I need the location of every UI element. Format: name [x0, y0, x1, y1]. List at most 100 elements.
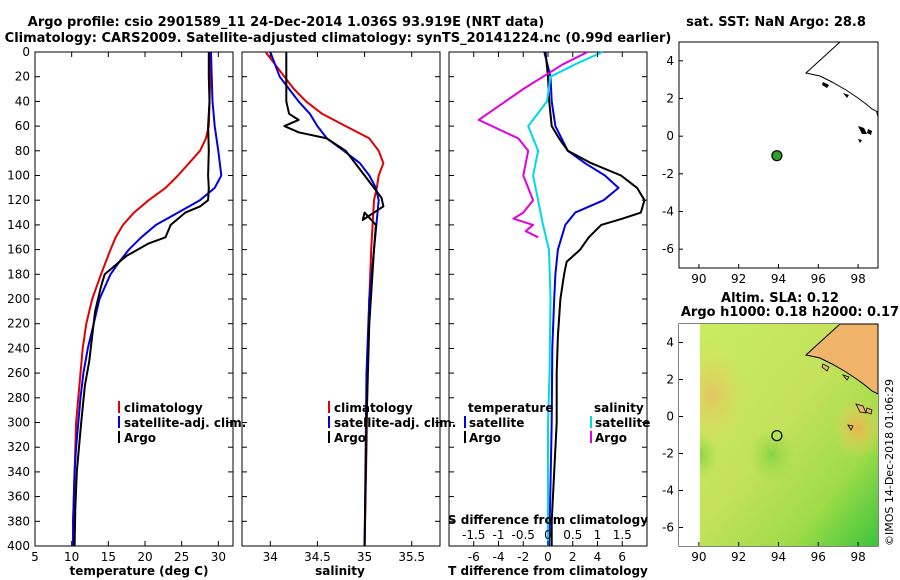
xtick-label: 6 — [618, 550, 626, 564]
xtick-label: 35 — [357, 550, 372, 564]
difference-legend: temperature satellite Argo salinity sate… — [464, 401, 650, 445]
temperature-series-group — [72, 51, 223, 547]
series-line-t-argo — [544, 51, 646, 546]
sst-map-panel: sat. SST: NaN Argo: 28.8 90 92 94 96 98 4 2 0 -2… — [662, 15, 879, 286]
legend-label-s-satellite: satellite — [595, 416, 650, 430]
depth-tick-label: 140 — [7, 218, 30, 232]
imos-watermark: ©IMOS 14-Dec-2018 01:06:29 — [883, 379, 896, 546]
salinity-legend: climatology satellite-adj. clim. Argo — [328, 401, 456, 445]
s-difference-label: S difference from climatology — [448, 513, 648, 527]
map-xtick-label: 98 — [850, 272, 865, 286]
depth-tick-label: 360 — [7, 490, 30, 504]
s-tick-label: 0.5 — [563, 528, 582, 542]
legend-label-climatology: climatology — [124, 401, 203, 415]
depth-tick-label: 200 — [7, 292, 30, 306]
difference-series-group — [477, 51, 646, 547]
depth-tick-label: 320 — [7, 440, 30, 454]
xtick-label: 10 — [64, 550, 79, 564]
xtick-label: -4 — [493, 550, 505, 564]
s-difference-ticklabels: -1.5 -1 -0.5 0 0.5 1 1.5 — [462, 528, 632, 542]
xtick-label: 2 — [569, 550, 577, 564]
map-ytick-label: 4 — [666, 54, 674, 68]
map-ytick-label: 2 — [666, 373, 674, 387]
temperature-panel: 5 10 15 20 25 30 0 20 40 60 80 100 120 140 160 180 200 2… — [7, 45, 246, 578]
series-line-satellite-adj-clim- — [72, 51, 223, 546]
salinity-ticks: 34 34.5 35 35.5 — [242, 51, 440, 564]
depth-ticks: 0 20 40 60 80 100 120 140 160 180 200 220 240 260 280 3… — [7, 45, 30, 553]
series-line-argo — [73, 52, 211, 547]
s-tick-label: 1.5 — [613, 528, 632, 542]
series-line-argo — [283, 52, 385, 547]
series-line-t-satellite — [543, 51, 620, 547]
depth-tick-label: 220 — [7, 317, 30, 331]
depth-tick-label: 400 — [7, 539, 30, 553]
xtick-label: 34 — [263, 550, 278, 564]
series-line-climatology — [72, 52, 212, 546]
legend-label-t-satellite: satellite — [469, 416, 524, 430]
map-xtick-label: 92 — [731, 550, 746, 564]
map-ytick-label: -6 — [662, 242, 674, 256]
depth-tick-label: 60 — [15, 119, 30, 133]
map-xtick-label: 96 — [811, 272, 826, 286]
map-xtick-label: 92 — [731, 272, 746, 286]
xtick-label: 34.5 — [304, 550, 331, 564]
xtick-label: 20 — [137, 550, 152, 564]
depth-tick-label: 40 — [15, 94, 30, 108]
xtick-label: -2 — [517, 550, 529, 564]
difference-panel: -6 -4 -2 0 2 4 6 T difference from climatology… — [448, 51, 650, 578]
map-xtick-label: 90 — [691, 550, 706, 564]
depth-tick-label: 380 — [7, 514, 30, 528]
argo-float-position-marker — [771, 150, 783, 162]
xtick-label: 25 — [174, 550, 189, 564]
xtick-label: 0 — [544, 550, 552, 564]
salinity-xlabel: salinity — [315, 564, 365, 578]
salinity-axes-box — [241, 51, 441, 547]
xtick-label: 35.5 — [398, 550, 425, 564]
t-difference-xlabel: T difference from climatology — [448, 564, 648, 578]
depth-tick-label: 20 — [15, 70, 30, 84]
sla-field — [679, 324, 878, 546]
depth-tick-label: 260 — [7, 366, 30, 380]
temperature-axes-box — [34, 51, 234, 547]
sst-map-point-group — [771, 150, 783, 162]
xtick-label: 5 — [31, 550, 39, 564]
sst-map-land — [804, 42, 878, 143]
sst-map-title: sat. SST: NaN Argo: 28.8 — [686, 15, 866, 30]
salinity-panel: 34 34.5 35 35.5 salinity climatology satell… — [241, 51, 456, 578]
xtick-label: 4 — [594, 550, 602, 564]
depth-tick-label: 340 — [7, 465, 30, 479]
map-xtick-label: 90 — [691, 272, 706, 286]
map-ytick-label: 2 — [666, 92, 674, 106]
sla-map-point-group — [771, 430, 783, 442]
legend-label-t-argo: Argo — [469, 431, 501, 445]
depth-tick-label: 240 — [7, 341, 30, 355]
legend-label-argo: Argo — [334, 431, 366, 445]
s-tick-label: 1 — [594, 528, 602, 542]
depth-tick-label: 0 — [22, 45, 30, 59]
map-ytick-label: 0 — [666, 129, 674, 143]
legend-heading-temperature: temperature — [468, 401, 553, 415]
xtick-label: -6 — [468, 550, 480, 564]
xtick-label: 30 — [211, 550, 226, 564]
temperature-legend: climatology satellite-adj. clim. Argo — [118, 401, 246, 445]
temperature-xlabel: temperature (deg C) — [70, 564, 209, 578]
depth-tick-label: 80 — [15, 144, 30, 158]
map-ytick-label: -2 — [662, 167, 674, 181]
s-tick-label: 0 — [544, 528, 552, 542]
difference-ticks: -6 -4 -2 0 2 4 6 — [449, 51, 647, 564]
sla-map-ticks: 90 92 94 96 98 4 2 0 -2 -4 -6 — [662, 336, 866, 565]
s-tick-label: -1.5 — [462, 528, 485, 542]
legend-label-climatology: climatology — [334, 401, 413, 415]
map-xtick-label: 94 — [771, 550, 786, 564]
depth-tick-label: 300 — [7, 416, 30, 430]
map-xtick-label: 96 — [811, 550, 826, 564]
temperature-ticks: 5 10 15 20 25 30 — [31, 51, 233, 564]
s-tick-label: -0.5 — [512, 528, 535, 542]
depth-tick-label: 160 — [7, 243, 30, 257]
sst-map-ticks: 90 92 94 96 98 4 2 0 -2 -4 -6 — [662, 54, 866, 286]
series-line-s-satellite — [527, 51, 603, 546]
legend-label-satellite: satellite-adj. clim. — [334, 416, 456, 430]
map-ytick-label: -4 — [662, 205, 674, 219]
map-ytick-label: 4 — [666, 336, 674, 350]
